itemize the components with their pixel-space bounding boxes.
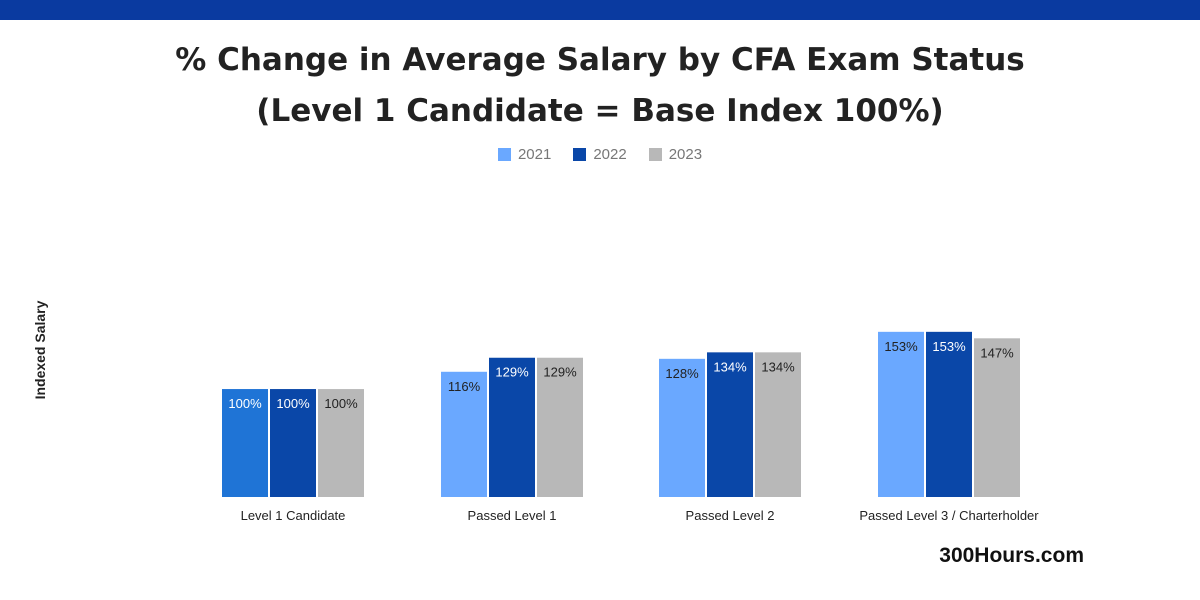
data-label-2022-3: 153% <box>932 339 966 354</box>
legend-item-2022: 2022 <box>573 146 627 163</box>
bar-2022-2 <box>707 352 753 497</box>
data-label-2023-0: 100% <box>324 396 358 411</box>
legend-item-2023: 2023 <box>648 146 703 163</box>
data-label-2023-1: 129% <box>543 365 577 380</box>
legend-swatch-2023 <box>648 148 662 161</box>
legend-label-2023: 2023 <box>668 146 703 163</box>
data-label-2021-2: 128% <box>665 366 699 381</box>
data-label-2022-1: 129% <box>495 365 529 380</box>
bar-2021-1 <box>441 371 487 497</box>
x-tick-label-2: Passed Level 2 <box>686 508 775 523</box>
brand-watermark: 300Hours.com <box>939 544 1084 567</box>
legend-label-2021: 2021 <box>517 146 552 163</box>
bar-2023-2 <box>755 352 801 497</box>
x-tick-label-3: Passed Level 3 / Charterholder <box>859 508 1039 523</box>
chart-title-line-1: % Change in Average Salary by CFA Exam S… <box>175 42 1025 78</box>
bar-2021-0 <box>222 389 268 497</box>
data-label-2023-3: 147% <box>980 345 1014 360</box>
bar-2022-0 <box>270 389 316 497</box>
chart-legend: 2021 2022 2023 <box>0 146 1200 163</box>
bar-2022-3 <box>926 331 972 497</box>
data-label-2022-2: 134% <box>713 359 747 374</box>
data-label-2021-0: 100% <box>228 396 262 411</box>
bar-2023-0 <box>318 389 364 497</box>
data-label-2023-2: 134% <box>761 359 795 374</box>
x-tick-label-0: Level 1 Candidate <box>241 508 346 523</box>
legend-item-2021: 2021 <box>497 146 552 163</box>
data-label-2021-1: 116% <box>448 379 481 394</box>
chart-title-line-2: (Level 1 Candidate = Base Index 100%) <box>256 93 944 129</box>
bar-2021-3 <box>878 331 924 497</box>
x-tick-label-1: Passed Level 1 <box>468 508 557 523</box>
top-banner-bar <box>0 0 1200 20</box>
data-label-2021-3: 153% <box>884 339 918 354</box>
bar-2022-1 <box>489 357 535 497</box>
legend-swatch-2021 <box>497 148 511 161</box>
bar-2023-3 <box>974 338 1020 497</box>
bar-2023-1 <box>537 357 583 497</box>
legend-label-2022: 2022 <box>593 146 627 163</box>
data-label-2022-0: 100% <box>276 396 310 411</box>
bar-2021-2 <box>659 358 705 497</box>
legend-swatch-2022 <box>573 148 587 161</box>
